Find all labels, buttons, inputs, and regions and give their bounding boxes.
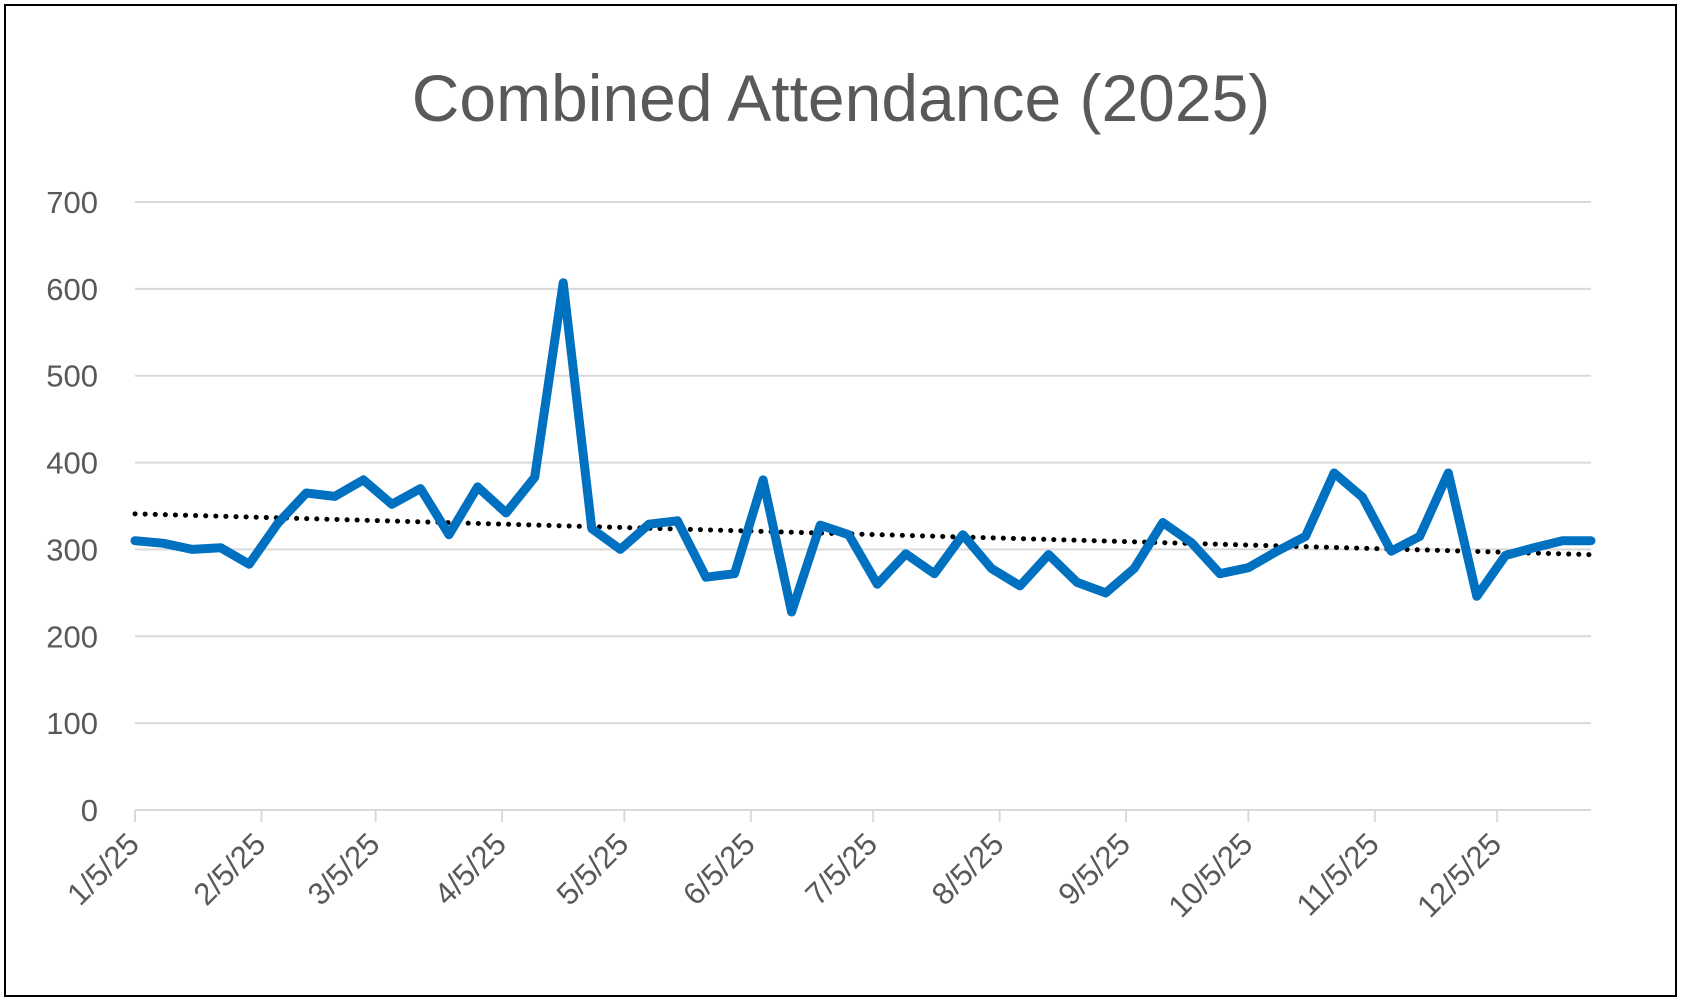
data-point	[1247, 567, 1249, 569]
data-point	[1076, 581, 1078, 583]
data-point	[220, 547, 222, 549]
y-tick-label: 200	[46, 619, 98, 654]
data-point	[1190, 541, 1192, 543]
chart-title: Combined Attendance (2025)	[412, 61, 1271, 135]
data-point	[534, 476, 536, 478]
trendline	[132, 511, 1594, 558]
data-point	[848, 534, 850, 536]
data-point	[1162, 522, 1164, 524]
y-tick-label: 300	[46, 532, 98, 567]
data-point	[819, 524, 821, 526]
data-point	[1219, 573, 1221, 575]
data-point	[1019, 585, 1021, 587]
y-tick-label: 400	[46, 446, 98, 481]
data-point	[419, 488, 421, 490]
data-point	[1105, 592, 1107, 594]
data-point	[619, 548, 621, 550]
x-tick-label: 10/5/25	[1161, 826, 1259, 924]
attendance-series-line	[130, 278, 1596, 617]
data-point	[990, 568, 992, 570]
data-point	[191, 548, 193, 550]
data-point	[933, 573, 935, 575]
data-point	[1133, 568, 1135, 570]
x-tick-label: 11/5/25	[1290, 826, 1386, 922]
y-axis-ticks: 0 100 200 300 400 500 600 700	[46, 185, 98, 828]
y-tick-label: 0	[81, 793, 98, 828]
data-point	[334, 495, 336, 497]
data-point	[1476, 595, 1478, 597]
data-point	[1305, 535, 1307, 537]
y-tick-label: 500	[46, 359, 98, 394]
data-point	[477, 486, 479, 488]
data-point	[1276, 550, 1278, 552]
y-tick-label: 600	[46, 272, 98, 307]
x-tick-label: 2/5/25	[187, 826, 273, 912]
data-point	[1362, 496, 1364, 498]
x-tick-label: 1/5/25	[60, 826, 146, 912]
data-point	[1048, 554, 1050, 556]
x-tick-label: 4/5/25	[427, 826, 513, 912]
line-chart: Combined Attendance (2025) 0 100 200 300 400…	[46, 61, 1596, 924]
data-point	[1533, 547, 1535, 549]
gridlines	[135, 201, 1591, 725]
data-point	[505, 512, 507, 514]
x-tick-label: 12/5/25	[1410, 826, 1508, 924]
data-point	[1590, 540, 1592, 542]
x-tick-label: 5/5/25	[550, 826, 636, 912]
data-point	[362, 479, 364, 481]
x-tick-label: 6/5/25	[676, 826, 762, 912]
series-layer	[130, 278, 1596, 617]
data-point	[163, 542, 165, 544]
x-tick-label: 8/5/25	[925, 826, 1011, 912]
data-point	[277, 522, 279, 524]
data-point	[676, 520, 678, 522]
data-point	[1504, 555, 1506, 557]
data-point	[448, 534, 450, 536]
y-tick-label: 100	[46, 706, 98, 741]
data-point	[1419, 535, 1421, 537]
data-point	[134, 540, 136, 542]
data-point	[962, 534, 964, 536]
data-point	[1333, 472, 1335, 474]
x-tick-label: 3/5/25	[301, 826, 387, 912]
x-tick-label: 7/5/25	[798, 826, 884, 912]
data-point	[905, 553, 907, 555]
data-point	[591, 528, 593, 530]
data-point	[1561, 540, 1563, 542]
data-point	[876, 583, 878, 585]
data-point	[391, 503, 393, 505]
x-axis-ticks: 1/5/25 2/5/25 3/5/25 4/5/25 5/5/25 6/5/25 7/5/…	[60, 810, 1508, 924]
data-point	[248, 563, 250, 565]
data-point	[734, 573, 736, 575]
data-point	[305, 492, 307, 494]
data-point	[648, 523, 650, 525]
data-point	[791, 611, 793, 613]
data-point	[705, 576, 707, 578]
data-point	[1447, 472, 1449, 474]
data-point	[1390, 550, 1392, 552]
data-point	[562, 282, 564, 284]
chart-frame: Combined Attendance (2025) 0 100 200 300 400…	[4, 4, 1677, 997]
trendline-layer	[132, 511, 1594, 558]
data-point	[762, 479, 764, 481]
x-tick-label: 9/5/25	[1051, 826, 1137, 912]
y-tick-label: 700	[46, 185, 98, 220]
